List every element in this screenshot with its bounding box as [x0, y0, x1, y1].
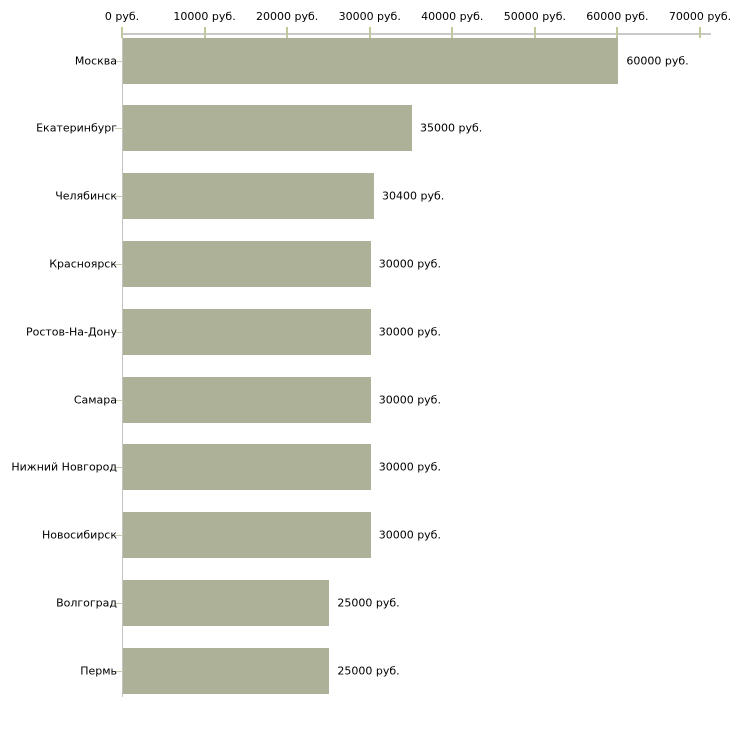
y-axis-tick [115, 670, 123, 672]
category-label: Ростов-На-Дону [25, 325, 117, 339]
x-axis-tick-label: 20000 руб. [256, 10, 319, 23]
x-axis-tick [286, 27, 289, 38]
bar [123, 512, 371, 559]
bar-value-label: 30000 руб. [378, 257, 441, 271]
bar-value-label: 30000 руб. [378, 325, 441, 339]
bar [123, 37, 619, 84]
y-axis-tick [115, 535, 123, 537]
bar [123, 240, 371, 287]
x-axis-tick [203, 27, 206, 38]
x-axis-tick-label: 0 руб. [104, 10, 140, 23]
bar-value-label: 30000 руб. [378, 393, 441, 406]
bar [123, 647, 330, 694]
x-axis-tick-label: 70000 руб. [668, 10, 730, 23]
x-axis-tick [368, 27, 371, 38]
bar [123, 308, 371, 355]
x-axis-tick-label: 40000 руб. [421, 10, 484, 23]
x-axis-tick [121, 27, 123, 38]
y-axis-tick [115, 263, 123, 265]
bar [123, 105, 412, 152]
y-axis-line [122, 33, 123, 697]
x-axis-tick [616, 27, 619, 38]
category-label: Красноярск [49, 257, 117, 271]
x-axis-tick [699, 27, 701, 38]
x-axis-tick-label: 50000 руб. [503, 10, 566, 23]
x-axis-tick [451, 27, 454, 38]
category-label: Пермь [80, 664, 117, 678]
y-axis-tick [115, 60, 123, 62]
bar-value-label: 35000 руб. [420, 121, 483, 135]
bar-value-label: 30400 руб. [382, 189, 445, 203]
x-axis-line [122, 33, 711, 35]
category-label: Москва [74, 54, 117, 67]
bar [123, 173, 375, 220]
y-axis-tick [115, 602, 123, 604]
category-label: Самара [73, 393, 117, 406]
x-axis-tick-label: 10000 руб. [173, 10, 236, 23]
bar [123, 376, 371, 423]
bar-value-label: 25000 руб. [337, 596, 400, 610]
y-axis-tick [115, 331, 123, 333]
y-axis-tick [115, 196, 123, 198]
category-label: Екатеринбург [36, 121, 117, 135]
y-axis-tick [115, 467, 123, 469]
category-label: Челябинск [55, 189, 117, 203]
bar [123, 444, 371, 491]
x-axis-tick [533, 27, 536, 38]
x-axis-tick-label: 60000 руб. [586, 10, 649, 23]
category-label: Волгоград [56, 596, 117, 610]
category-label: Нижний Новгород [11, 460, 117, 474]
x-axis-tick-label: 30000 руб. [338, 10, 401, 23]
y-axis-tick [115, 128, 123, 130]
bar-value-label: 60000 руб. [626, 54, 689, 67]
bar [123, 579, 330, 626]
bar-value-label: 25000 руб. [337, 664, 400, 678]
y-axis-tick [115, 399, 123, 401]
category-label: Новосибирск [41, 528, 117, 542]
bar-value-label: 30000 руб. [378, 528, 441, 542]
bar-value-label: 30000 руб. [378, 460, 441, 474]
